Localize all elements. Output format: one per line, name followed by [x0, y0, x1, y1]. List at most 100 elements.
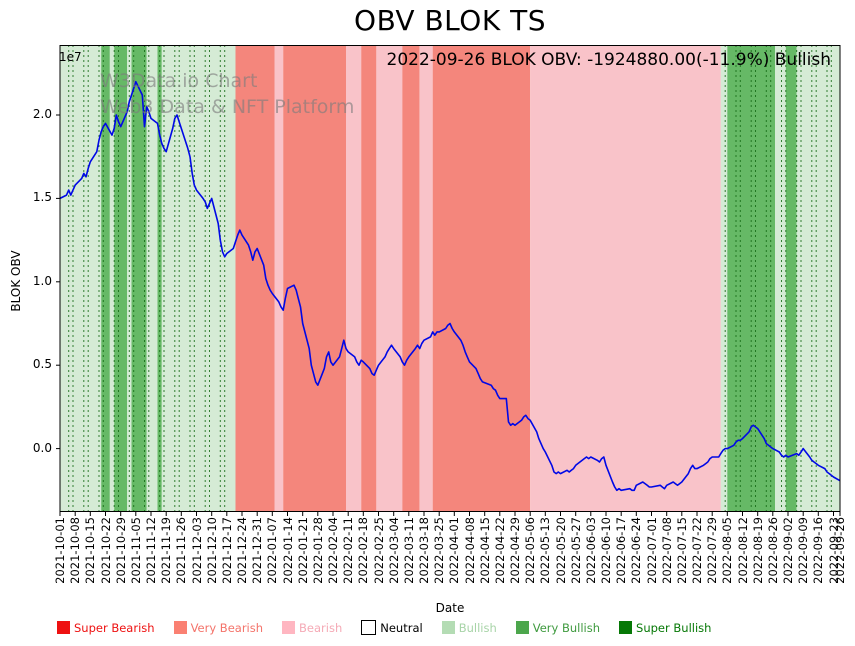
- legend-label: Super Bullish: [636, 620, 712, 635]
- x-tick-label: 2022-09-09: [796, 517, 811, 584]
- x-tick-label: 2022-03-18: [417, 517, 431, 584]
- x-tick-label: 2021-10-08: [68, 517, 83, 584]
- x-tick-label: 2022-05-06: [523, 517, 538, 584]
- y-axis-offset-label: 1e7: [59, 50, 82, 64]
- sentiment-band-very_bearish: [235, 45, 275, 512]
- x-tick-label: 2022-05-13: [538, 517, 553, 584]
- x-tick-label: 2022-02-25: [371, 517, 386, 584]
- sentiment-band-very_bullish: [101, 45, 110, 512]
- sentiment-band-bullish: [60, 45, 102, 512]
- x-tick-label: 2022-09-16: [811, 517, 826, 584]
- x-tick-label: 2022-07-29: [705, 517, 720, 584]
- x-tick-label: 2022-04-01: [447, 517, 462, 584]
- watermark: W3Data.io Chart Web3 Data & NFT Platform: [100, 68, 354, 120]
- x-tick-label: 2021-11-05: [128, 517, 143, 584]
- sentiment-band-bullish: [775, 45, 786, 512]
- x-tick-label: 2021-11-12: [144, 517, 158, 584]
- x-tick-label: 2022-07-01: [644, 517, 659, 584]
- sentiment-band-very_bullish: [727, 45, 775, 512]
- x-tick-label: 2022-08-05: [720, 517, 735, 584]
- sentiment-band-very_bullish: [157, 45, 162, 512]
- x-tick-label: 2022-04-08: [462, 517, 477, 584]
- x-tick-label: 2022-07-22: [690, 517, 704, 584]
- watermark-line2: Web3 Data & NFT Platform: [100, 96, 355, 118]
- legend-swatch-super_bullish: [619, 621, 633, 634]
- x-tick-label: 2021-12-03: [189, 517, 204, 584]
- sentiment-band-bullish: [796, 45, 840, 512]
- legend-swatch-neutral: [361, 620, 377, 635]
- x-tick-label: 2022-01-14: [280, 517, 295, 584]
- y-tick-label: 0.0: [32, 440, 52, 455]
- y-tick-label: 2.0: [32, 107, 52, 121]
- plot-frame: [59, 45, 841, 512]
- x-tick-label: 2022-01-07: [265, 517, 280, 584]
- x-tick-label: 2022-03-11: [401, 517, 416, 584]
- x-tick-label: 2022-05-27: [568, 517, 583, 584]
- sentiment-band-very_bullish: [785, 45, 797, 512]
- x-tick-label: 2021-11-19: [159, 517, 174, 584]
- legend-item-bullish: Bullish: [441, 620, 497, 635]
- x-tick-label: 2021-10-01: [53, 517, 67, 584]
- x-tick-label: 2022-04-15: [477, 517, 492, 584]
- x-tick-label: 2022-06-03: [583, 517, 598, 584]
- y-tick-label: 1.0: [32, 273, 52, 288]
- legend-item-super_bullish: Super Bullish: [619, 621, 711, 635]
- x-tick-label: 2022-02-11: [341, 517, 356, 584]
- x-tick-label: 2021-10-29: [113, 517, 128, 584]
- sentiment-band-very_bullish: [131, 45, 147, 512]
- legend-item-very_bearish: Very Bearish: [173, 620, 264, 635]
- legend-swatch-bearish: [282, 621, 296, 634]
- annotation-text: 2022-09-26 BLOK OBV: -1924880.00(-11.9%)…: [386, 50, 831, 70]
- obv-line: [59, 80, 841, 492]
- x-tick-label: 2021-12-10: [204, 517, 219, 584]
- y-tick-label: 1.5: [32, 190, 52, 205]
- x-tick-label: 2022-02-18: [356, 517, 371, 584]
- x-tick-label: 2022-07-08: [659, 517, 674, 584]
- x-tick-label: 2022-06-10: [599, 517, 613, 584]
- plot-area: [56, 45, 841, 516]
- legend-label: Super Bearish: [74, 620, 155, 635]
- x-tick-label: 2021-10-15: [83, 517, 98, 584]
- sentiment-band-bearish: [530, 45, 721, 512]
- legend-swatch-very_bearish: [173, 621, 187, 634]
- x-tick-label: 2022-08-26: [765, 517, 780, 584]
- legend-item-super_bearish: Super Bearish: [57, 621, 155, 635]
- legend-swatch-very_bullish: [515, 621, 529, 634]
- legend-label: Very Bearish: [190, 620, 264, 635]
- x-tick-label: 2022-04-29: [508, 517, 522, 584]
- x-tick-label: 2022-03-25: [432, 517, 447, 584]
- x-tick-label: 2022-04-22: [492, 517, 507, 584]
- x-tick-label: 2021-11-26: [174, 517, 189, 584]
- x-tick-label: 2022-05-20: [553, 517, 568, 584]
- x-tick-label: 2022-09-26: [833, 517, 847, 584]
- x-tick-label: 2022-08-12: [735, 517, 750, 584]
- x-tick-label: 2022-06-17: [614, 517, 629, 584]
- sentiment-band-bearish: [376, 45, 403, 512]
- x-tick-label: 2022-07-15: [674, 517, 689, 584]
- legend-item-neutral: Neutral: [361, 620, 423, 635]
- legend-item-bearish: Bearish: [282, 621, 342, 635]
- chart-title: OBV BLOK TS: [354, 4, 546, 37]
- x-tick-label: 2021-12-17: [219, 517, 234, 584]
- sentiment-band-bearish: [419, 45, 433, 512]
- legend-label: Neutral: [380, 620, 423, 635]
- sentiment-band-very_bearish: [361, 45, 377, 512]
- legend-label: Bullish: [458, 620, 497, 635]
- x-tick-label: 2022-02-04: [326, 517, 340, 584]
- legend-item-very_bullish: Very Bullish: [515, 620, 601, 635]
- sentiment-band-bearish: [274, 45, 284, 512]
- sentiment-band-bullish: [109, 45, 115, 512]
- sentiment-band-bullish: [127, 45, 132, 512]
- sentiment-band-very_bearish: [402, 45, 420, 512]
- legend-swatch-super_bearish: [57, 621, 70, 634]
- legend-label: Very Bullish: [532, 620, 601, 635]
- x-tick-label: 2022-06-24: [629, 517, 644, 584]
- sentiment-band-very_bearish: [432, 45, 531, 512]
- x-tick-label: 2021-10-22: [98, 517, 113, 584]
- sentiment-band-bullish: [720, 45, 728, 512]
- legend-swatch-bullish: [441, 621, 455, 634]
- y-tick-label: 0.5: [32, 357, 52, 372]
- sentiment-band-very_bullish: [114, 45, 128, 512]
- x-tick-label: 2021-12-24: [235, 517, 249, 584]
